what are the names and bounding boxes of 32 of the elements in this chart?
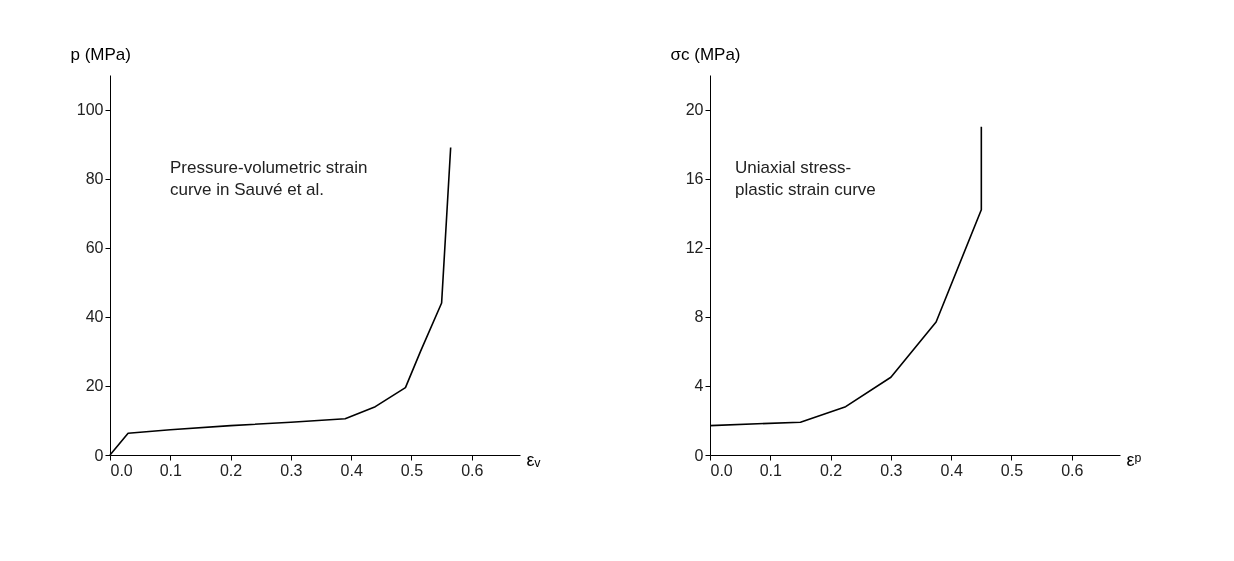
x-axis-title: εᵥ bbox=[526, 449, 541, 470]
y-tick-label: 20 bbox=[685, 101, 704, 119]
x-tick-label: 0.2 bbox=[219, 461, 243, 479]
y-tick-label: 60 bbox=[85, 239, 104, 257]
y-tick-label: 80 bbox=[85, 170, 104, 188]
x-axis-title: εᵖ bbox=[1126, 449, 1142, 470]
x-tick-label: 0.1 bbox=[759, 461, 783, 479]
x-tick-label: 0.1 bbox=[159, 461, 183, 479]
y-tick-label: 0 bbox=[694, 446, 704, 464]
y-tick-label: 40 bbox=[85, 308, 104, 326]
annotation: Pressure-volumetric strain curve in Sauvé et al. bbox=[170, 158, 368, 199]
y-tick-label: 12 bbox=[685, 239, 704, 257]
x-tick-label: 0.5 bbox=[1000, 461, 1024, 479]
x-tick-label: 0.6 bbox=[1061, 461, 1084, 479]
x-tick-label: 0.3 bbox=[280, 461, 303, 479]
y-axis-title: p (MPa) bbox=[70, 44, 131, 64]
y-tick-label: 20 bbox=[85, 377, 104, 395]
y-tick-label: 0 bbox=[94, 446, 104, 464]
x-tick-label: 0.3 bbox=[880, 461, 903, 479]
y-tick-label: 4 bbox=[694, 377, 704, 395]
x-tick-label: 0.0 bbox=[110, 461, 133, 479]
x-tick-label: 0.0 bbox=[710, 461, 733, 479]
x-tick-label: 0.4 bbox=[940, 461, 963, 479]
y-tick-label: 8 bbox=[694, 308, 704, 326]
y-tick-label: 100 bbox=[76, 101, 104, 119]
y-axis-title: σc (MPa) bbox=[670, 44, 741, 64]
x-tick-label: 0.2 bbox=[819, 461, 843, 479]
x-tick-label: 0.4 bbox=[340, 461, 363, 479]
x-tick-label: 0.5 bbox=[400, 461, 424, 479]
annotation: Uniaxial stress- plastic strain curve bbox=[735, 158, 876, 199]
x-tick-label: 0.6 bbox=[461, 461, 484, 479]
y-tick-label: 16 bbox=[685, 170, 704, 188]
